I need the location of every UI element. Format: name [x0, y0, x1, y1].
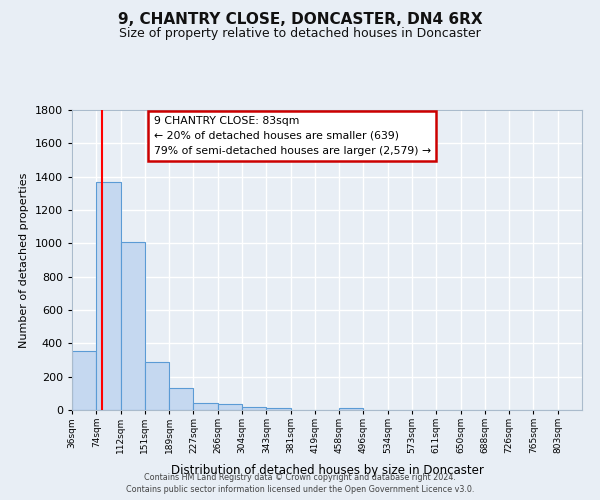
Bar — [266, 408, 290, 410]
Bar — [96, 182, 121, 410]
Bar — [242, 406, 266, 410]
Bar — [145, 362, 169, 410]
Text: Contains HM Land Registry data © Crown copyright and database right 2024.: Contains HM Land Registry data © Crown c… — [144, 472, 456, 482]
Bar — [218, 404, 242, 410]
Y-axis label: Number of detached properties: Number of detached properties — [19, 172, 29, 348]
Bar — [339, 408, 364, 410]
Bar — [169, 388, 193, 410]
Bar — [193, 404, 218, 410]
Text: Size of property relative to detached houses in Doncaster: Size of property relative to detached ho… — [119, 28, 481, 40]
Text: 9 CHANTRY CLOSE: 83sqm
← 20% of detached houses are smaller (639)
79% of semi-de: 9 CHANTRY CLOSE: 83sqm ← 20% of detached… — [154, 116, 431, 156]
Text: Contains public sector information licensed under the Open Government Licence v3: Contains public sector information licen… — [126, 485, 474, 494]
X-axis label: Distribution of detached houses by size in Doncaster: Distribution of detached houses by size … — [170, 464, 484, 477]
Text: 9, CHANTRY CLOSE, DONCASTER, DN4 6RX: 9, CHANTRY CLOSE, DONCASTER, DN4 6RX — [118, 12, 482, 28]
Bar — [72, 351, 96, 410]
Bar — [121, 242, 145, 410]
